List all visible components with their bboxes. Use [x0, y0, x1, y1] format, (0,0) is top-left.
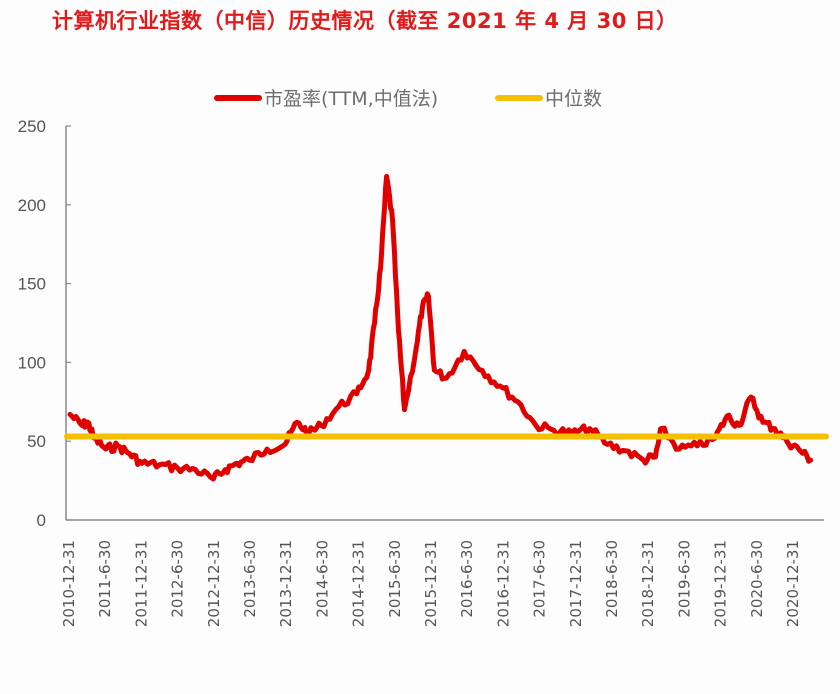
x-tick-label: 2013-12-31 — [277, 540, 295, 627]
legend-swatch-red-line-icon — [214, 94, 262, 101]
x-tick-label: 2014-12-31 — [350, 540, 368, 627]
x-tick-label: 2016-12-31 — [494, 540, 512, 627]
x-tick-label: 2015-6-30 — [386, 540, 404, 618]
chart-title: 计算机行业指数（中信）历史情况（截至 2021 年 4 月 30 日） — [52, 9, 678, 33]
x-tick-label: 2011-6-30 — [96, 540, 114, 618]
x-axis-labels: 2010-12-31 2011-6-30 2011-12-31 2012-6-30 20… — [60, 540, 802, 627]
x-tick-label: 2018-6-30 — [603, 540, 621, 618]
x-tick-label: 2016-6-30 — [458, 540, 476, 618]
x-tick-label: 2020-6-30 — [748, 540, 766, 618]
legend-label-pe: 市盈率(TTM,中值法) — [264, 88, 439, 110]
legend-item-median: 中位数 — [495, 84, 602, 111]
chart-legend: 市盈率(TTM,中值法) 中位数 — [0, 84, 840, 114]
y-tick-label: 200 — [18, 196, 46, 215]
x-tick-label: 2019-6-30 — [675, 540, 693, 618]
x-tick-label: 2010-12-31 — [60, 540, 78, 627]
x-tick-label: 2013-6-30 — [241, 540, 259, 618]
x-tick-label: 2015-12-31 — [422, 540, 440, 627]
x-tick-label: 2012-12-31 — [205, 540, 223, 627]
x-tick-label: 2018-12-31 — [639, 540, 657, 627]
x-tick-label: 2014-6-30 — [313, 540, 331, 618]
y-tick-label: 250 — [18, 117, 46, 136]
pe-ttm-line — [67, 173, 814, 482]
legend-item-pe: 市盈率(TTM,中值法) — [214, 84, 438, 111]
x-tick-label: 2012-6-30 — [169, 540, 187, 618]
x-tick-label: 2020-12-31 — [784, 540, 802, 627]
x-tick-label: 2017-12-31 — [567, 540, 585, 627]
y-tick-label: 50 — [27, 432, 46, 451]
legend-swatch-yellow-line-icon — [495, 94, 543, 101]
x-tick-label: 2011-12-31 — [132, 540, 150, 627]
y-tick-label: 150 — [18, 275, 46, 294]
chart-series — [64, 173, 829, 482]
legend-label-median: 中位数 — [545, 88, 603, 110]
y-tick-label: 0 — [37, 511, 46, 530]
y-tick-label: 100 — [18, 353, 46, 372]
x-tick-label: 2019-12-31 — [712, 540, 730, 627]
x-tick-label: 2017-6-30 — [531, 540, 549, 618]
chart-axes: 0 50 100 150 200 250 — [18, 117, 824, 530]
